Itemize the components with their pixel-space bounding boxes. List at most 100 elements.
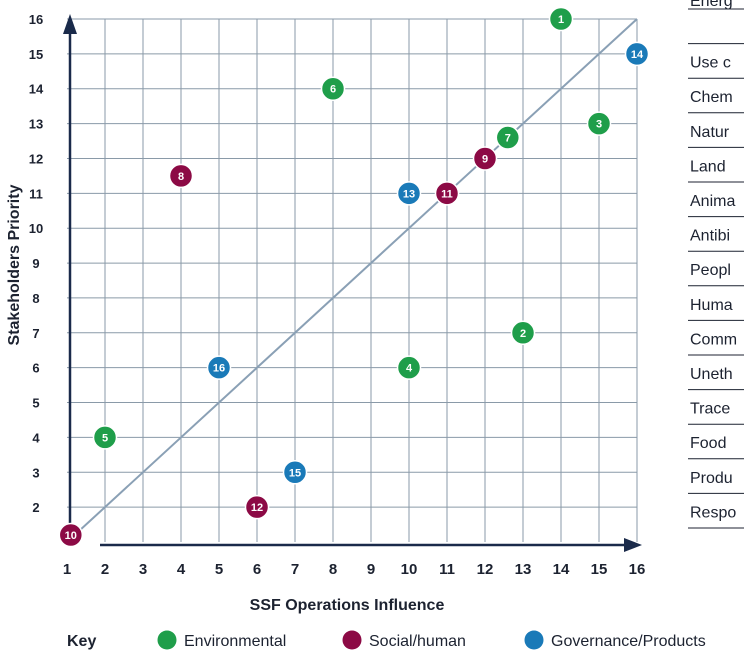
data-point-12: 12 — [244, 494, 270, 520]
data-point-11: 11 — [434, 181, 460, 206]
point-label: 8 — [178, 171, 184, 183]
data-point-13: 13 — [396, 181, 422, 206]
legend-label: Governance/Products — [551, 633, 706, 650]
legend-label: Environmental — [184, 633, 286, 650]
data-point-6: 6 — [320, 76, 346, 101]
y-tick-label: 15 — [29, 47, 43, 62]
list-item: Respo — [690, 504, 736, 521]
data-point-1: 1 — [548, 6, 574, 32]
data-point-3: 3 — [586, 111, 612, 136]
y-tick-label: 9 — [32, 256, 39, 271]
data-point-14: 14 — [624, 41, 650, 67]
x-tick-label: 3 — [139, 561, 147, 578]
axes — [63, 14, 642, 552]
x-tick-label: 10 — [401, 561, 418, 578]
point-marker — [624, 41, 650, 67]
point-marker — [206, 355, 232, 380]
point-label: 6 — [330, 84, 336, 96]
list-item: Chem — [690, 89, 733, 106]
point-label: 16 — [213, 363, 225, 375]
data-point-5: 5 — [92, 425, 118, 450]
point-marker — [434, 181, 460, 206]
y-tick-label: 8 — [32, 291, 39, 306]
list-item: Peopl — [690, 262, 731, 279]
y-tick-label: 16 — [29, 12, 43, 27]
list-item: Natur — [690, 124, 730, 141]
data-point-4: 4 — [396, 355, 422, 380]
point-marker — [396, 181, 422, 206]
grid-lines — [67, 18, 638, 542]
list-item: Anima — [690, 193, 735, 210]
y-tick-label: 7 — [32, 326, 39, 341]
list-item: Uneth — [690, 366, 733, 383]
y-tick-label: 6 — [32, 361, 39, 376]
point-label: 9 — [482, 153, 488, 165]
list-item: Food — [690, 435, 726, 452]
y-tick-label: 2 — [32, 500, 39, 515]
point-label: 1 — [558, 14, 564, 26]
list-item: Land — [690, 158, 726, 175]
point-marker — [320, 76, 346, 101]
point-marker — [510, 320, 536, 346]
list-item: Antibi — [690, 228, 730, 245]
x-tick-label: 4 — [177, 561, 186, 578]
legend-item-governance-products: Governance/Products — [524, 630, 706, 650]
legend-swatch — [342, 630, 362, 650]
list-item: Comm — [690, 331, 737, 348]
y-tick-label: 10 — [29, 221, 43, 236]
x-tick-label: 11 — [439, 561, 455, 578]
diagonal-line — [66, 18, 638, 543]
data-point-15: 15 — [282, 460, 308, 485]
point-marker — [168, 163, 194, 189]
point-marker — [586, 111, 612, 136]
legend-item-environmental: Environmental — [157, 630, 286, 650]
list-item: Trace — [690, 401, 730, 418]
data-point-9: 9 — [472, 146, 498, 171]
data-point-2: 2 — [510, 320, 536, 346]
legend-swatch — [157, 630, 177, 650]
point-label: 15 — [289, 467, 301, 479]
x-tick-label: 12 — [477, 561, 494, 578]
point-marker — [58, 522, 84, 548]
y-tick-label: 11 — [29, 186, 43, 201]
x-tick-label: 7 — [291, 561, 299, 578]
x-tick-label: 13 — [515, 561, 532, 578]
point-label: 10 — [65, 530, 77, 542]
y-tick-label: 12 — [29, 151, 43, 166]
list-item: Energ — [690, 0, 733, 10]
point-label: 5 — [102, 432, 108, 444]
point-label: 7 — [505, 133, 511, 145]
x-tick-label: 1 — [63, 561, 71, 578]
legend-label: Social/human — [369, 633, 466, 650]
point-label: 12 — [251, 502, 263, 514]
x-tick-label: 15 — [591, 561, 608, 578]
x-tick-labels: 1 2 3 4 5 6 7 8 9 10 11 12 13 14 15 16 — [63, 561, 646, 578]
point-label: 13 — [403, 188, 415, 200]
point-marker — [472, 146, 498, 171]
point-marker — [396, 355, 422, 380]
list-item: Huma — [690, 297, 733, 314]
y-axis-arrow-icon — [63, 14, 77, 34]
point-marker — [495, 125, 521, 150]
list-item: Produ — [690, 470, 733, 487]
point-marker — [244, 494, 270, 520]
point-label: 14 — [631, 49, 644, 61]
point-label: 2 — [520, 328, 526, 340]
point-label: 4 — [406, 363, 413, 375]
data-point-16: 16 — [206, 355, 232, 380]
x-tick-label: 5 — [215, 561, 223, 578]
x-tick-label: 14 — [553, 561, 570, 578]
y-tick-label: 13 — [29, 117, 43, 132]
x-axis-arrow-icon — [624, 538, 642, 552]
y-tick-label: 5 — [32, 396, 39, 411]
x-tick-label: 2 — [101, 561, 109, 578]
point-marker — [92, 425, 118, 450]
x-tick-label: 9 — [367, 561, 375, 578]
data-point-8: 8 — [168, 163, 194, 189]
y-tick-label: 4 — [32, 430, 40, 445]
data-point-7: 7 — [495, 125, 521, 150]
point-label: 3 — [596, 119, 602, 131]
x-tick-label: 16 — [629, 561, 646, 578]
